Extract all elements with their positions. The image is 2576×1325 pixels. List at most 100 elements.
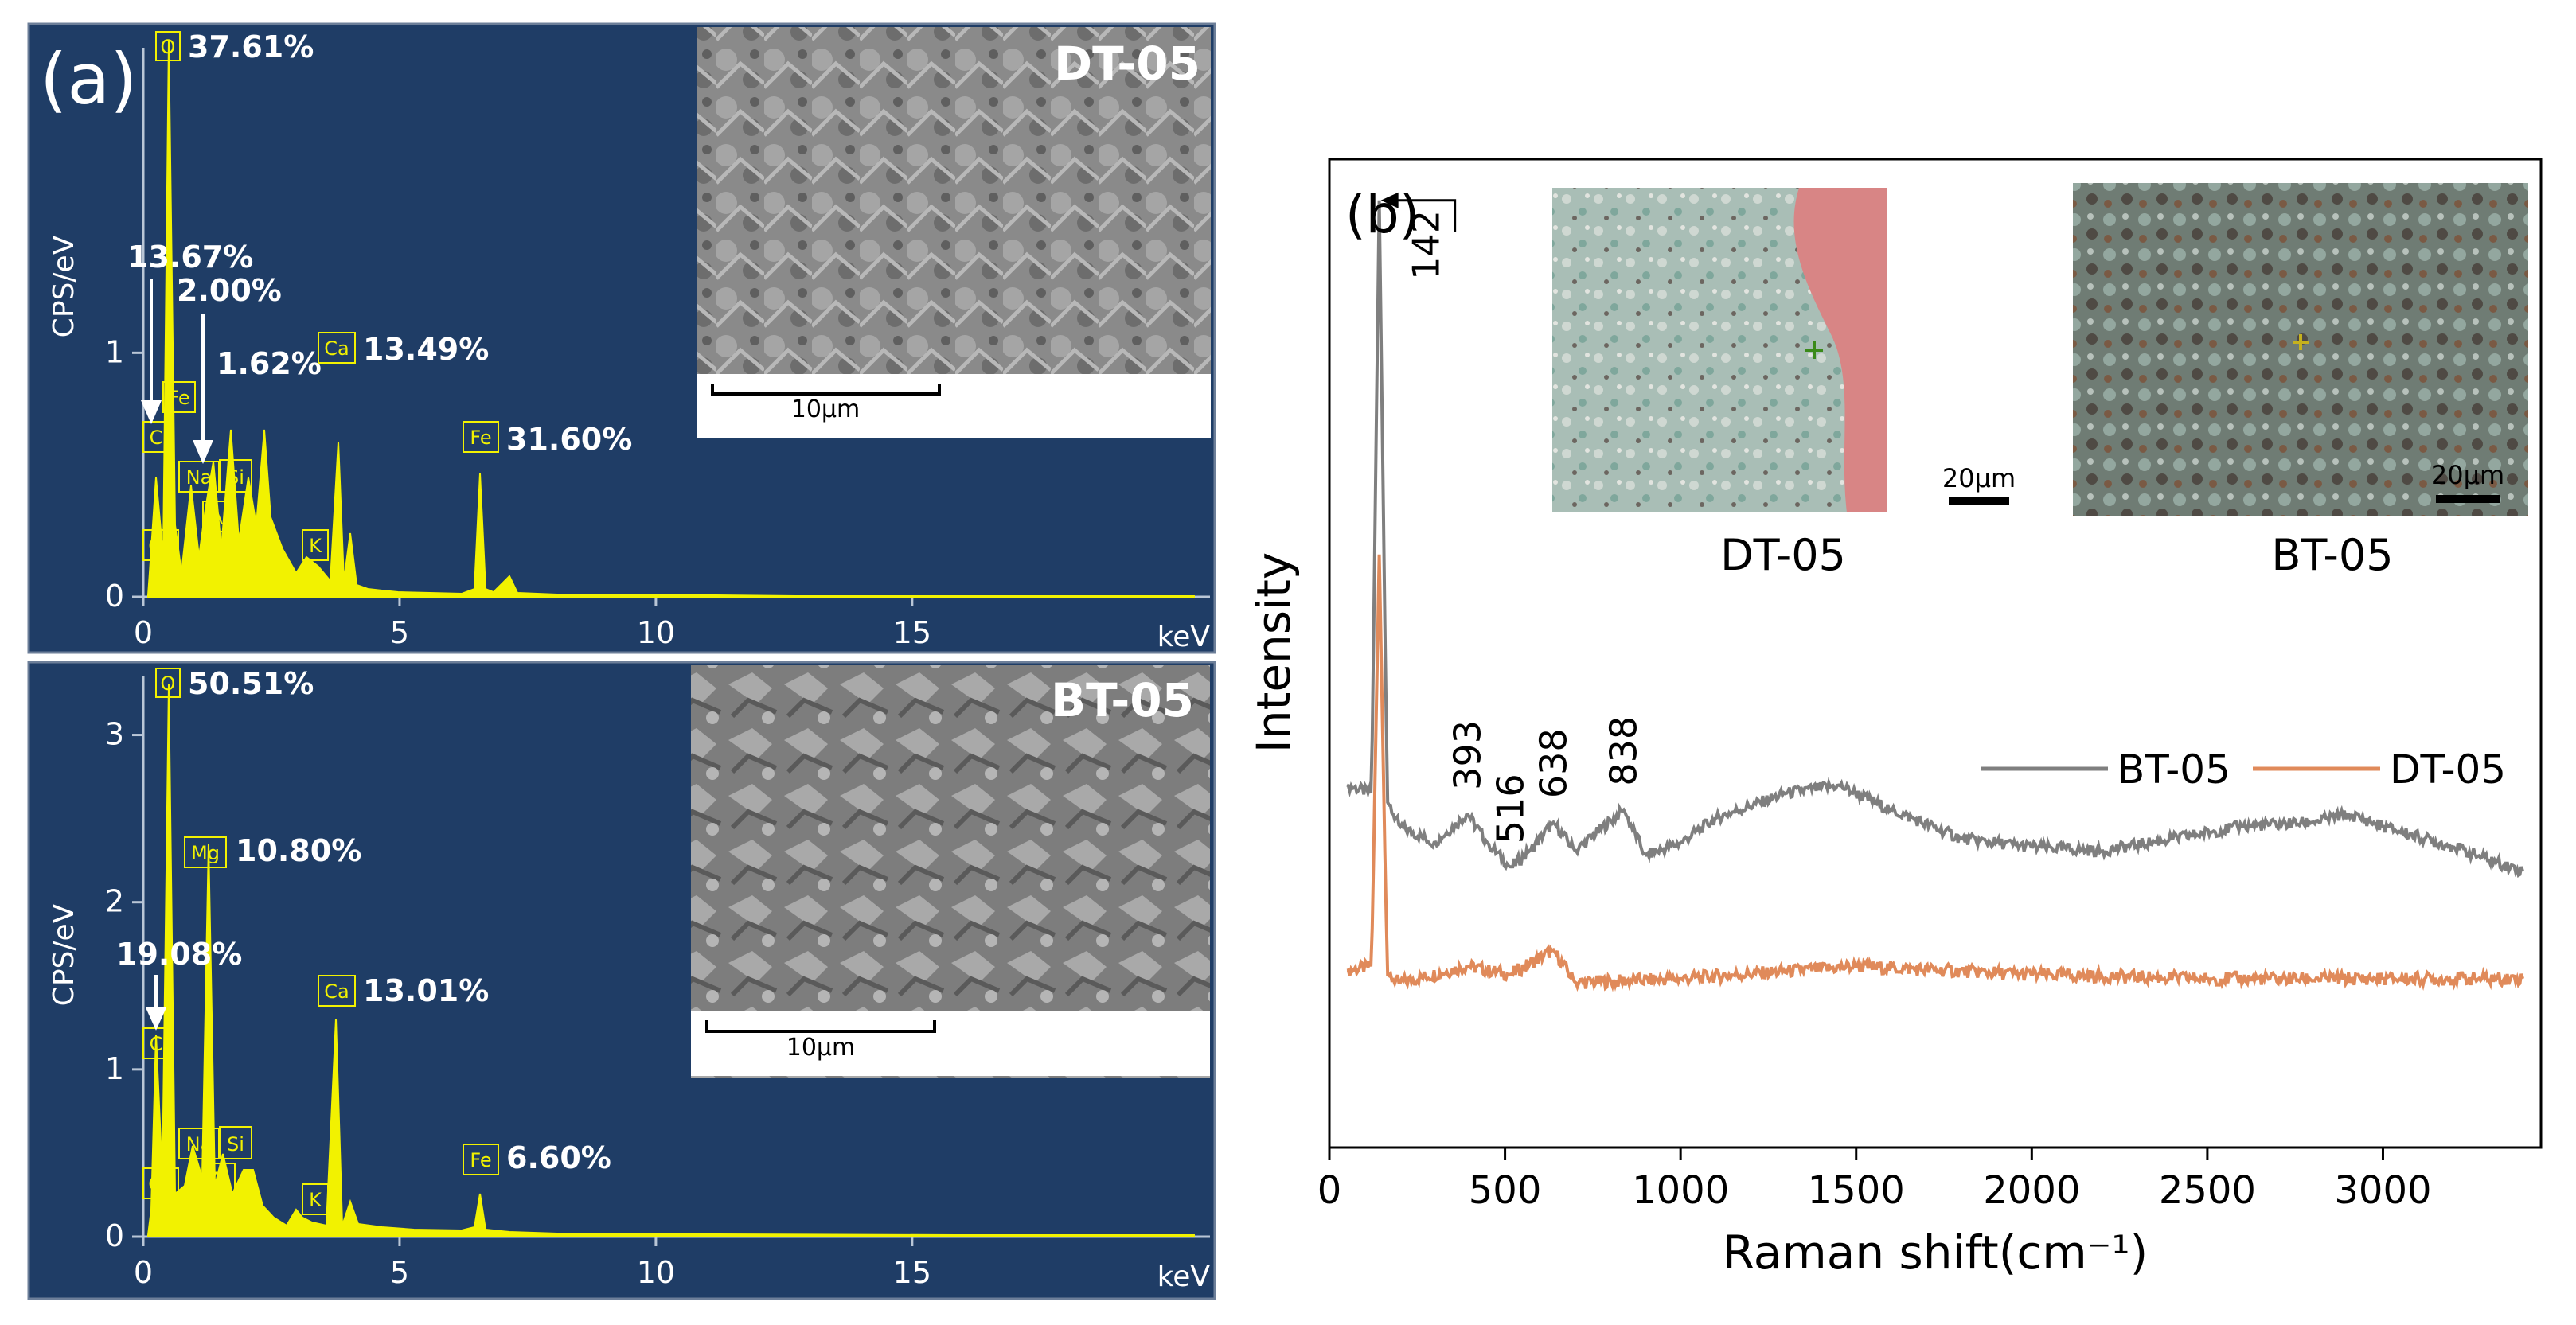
tick-group: 0 5 10 15 0 1 2 3 <box>105 717 931 1290</box>
element-tag-label: Mg <box>191 842 220 864</box>
panel-label: (a) <box>40 38 138 120</box>
element-tag <box>463 1144 499 1175</box>
element-tag <box>302 1183 329 1215</box>
x-tick-label: 1500 <box>1808 1168 1905 1213</box>
x-tick-label: 10 <box>637 1255 675 1290</box>
scale-bar-label: 20μm <box>1942 463 2016 493</box>
optical-inset-dt05: 20μm DT-05 <box>1552 188 2016 580</box>
y-tick-label: 3 <box>105 717 124 752</box>
peak-label: 516 <box>1489 774 1532 844</box>
x-tick-label: 10 <box>637 615 675 650</box>
y-axis-label: Intensity <box>1247 552 1301 753</box>
arrow-head <box>140 400 162 425</box>
red-layer <box>1793 188 1887 512</box>
sem-image <box>697 27 1211 438</box>
y-tick-label: 1 <box>105 1051 124 1086</box>
element-tag <box>155 668 181 698</box>
annotation: 37.61% <box>188 29 314 64</box>
legend-label-bt05: BT-05 <box>2117 746 2231 793</box>
peak-label: 638 <box>1532 728 1575 798</box>
sem-image <box>691 665 1210 1078</box>
arrow-head <box>145 1007 167 1031</box>
element-tag <box>142 421 170 453</box>
element-tag-label: Ca <box>148 535 173 557</box>
annotation: 1.62% <box>217 346 322 381</box>
tick-group: 0 5 10 15 0 1 <box>105 334 931 650</box>
annotation: 6.60% <box>506 1140 611 1175</box>
x-axis-unit: keV <box>1157 1261 1211 1293</box>
annotation: 13.49% <box>363 332 489 367</box>
element-tag-label: C <box>150 1033 163 1055</box>
x-tick-label: 5 <box>390 1255 409 1290</box>
x-axis-label: Raman shift(cm⁻¹) <box>1723 1226 2149 1280</box>
element-tag-label: K <box>309 535 322 557</box>
dt05-spectrum <box>147 39 1195 598</box>
x-tick-label: 0 <box>134 1255 153 1290</box>
scale-bar-label: 10μm <box>786 1034 855 1062</box>
scale-bar <box>2436 495 2500 503</box>
scale-bar <box>705 1020 936 1033</box>
legend: BT-05 DT-05 <box>1981 746 2506 793</box>
y-tick-label: 0 <box>105 579 124 614</box>
legend-label-dt05: DT-05 <box>2390 746 2506 793</box>
y-tick-label: 1 <box>105 334 124 369</box>
scale-bar <box>711 384 941 396</box>
element-tag-label: Ca <box>148 1173 173 1195</box>
sample-label: BT-05 <box>1051 673 1194 727</box>
element-tag <box>142 529 179 561</box>
x-tick-label: 0 <box>134 615 153 650</box>
element-tag <box>202 1163 236 1194</box>
inset-label: BT-05 <box>2271 530 2393 580</box>
scale-bar-label: 20μm <box>2431 460 2504 490</box>
element-tag-label: Ca <box>324 337 349 360</box>
x-tick-label: 1000 <box>1632 1168 1729 1213</box>
element-tag <box>219 459 252 493</box>
element-tag-label: O <box>161 36 176 58</box>
element-tag-label: Fe <box>168 387 189 409</box>
y-tick-label: 2 <box>105 884 124 919</box>
eds-panel-bt05: 0 5 10 15 0 1 2 3 CPS/eV keV O Mg C Na Si Al Ca… <box>27 661 1216 1300</box>
peak-label: 142 <box>1405 210 1448 280</box>
y-tick-label: 0 <box>105 1218 124 1253</box>
annotation: 10.80% <box>236 833 361 868</box>
bt05-spectrum <box>147 684 1195 1237</box>
element-tag <box>155 31 181 61</box>
element-tag <box>162 381 196 413</box>
peak-marker-head <box>1380 192 1399 208</box>
element-tag-label: O <box>161 672 176 695</box>
element-tag-label: Si <box>227 1133 244 1155</box>
crosshair <box>2293 334 2309 350</box>
element-tag <box>463 421 499 453</box>
element-tag <box>318 975 356 1007</box>
series-line-bt05 <box>1346 200 2525 879</box>
sample-label: DT-05 <box>1054 37 1200 91</box>
raman-panel: 0 500 1000 1500 2000 2500 3000 (b) 142 393 516… <box>1247 158 2543 1280</box>
element-tag-label: Al <box>209 1168 228 1191</box>
annotation: 2.00% <box>177 273 282 308</box>
x-tick-label: 0 <box>1317 1168 1342 1213</box>
x-tick-label: 5 <box>390 615 409 650</box>
series-line-dt05 <box>1346 554 2525 992</box>
element-tag <box>184 836 227 868</box>
element-tag-label: Al <box>209 506 228 528</box>
optical-inset-bt05: 20μm BT-05 <box>2073 183 2528 580</box>
crosshair <box>1805 341 1823 359</box>
element-tag-label: Si <box>227 466 244 489</box>
eds-panel-dt05: 0 5 10 15 0 1 CPS/eV keV O C Fe Na Si Al Ca K… <box>27 22 1216 654</box>
element-tag-label: C <box>150 427 163 449</box>
arrow-head <box>192 440 214 465</box>
x-tick-label: 2500 <box>2159 1168 2256 1213</box>
x-tick-label: 3000 <box>2334 1168 2431 1213</box>
peak-marker <box>1385 199 1457 232</box>
inset-label: DT-05 <box>1720 530 1846 580</box>
element-tag-label: Fe <box>470 427 491 449</box>
peak-label: 393 <box>1446 720 1489 790</box>
element-tag-label: Na <box>186 466 213 489</box>
annotation: 31.60% <box>506 422 632 457</box>
scale-bar <box>1949 497 2009 505</box>
element-tag <box>219 1126 252 1159</box>
x-axis-unit: keV <box>1157 621 1211 653</box>
element-tag-label: Ca <box>324 980 349 1003</box>
y-axis-label: CPS/eV <box>48 903 80 1006</box>
annotation: 19.08% <box>116 937 242 972</box>
